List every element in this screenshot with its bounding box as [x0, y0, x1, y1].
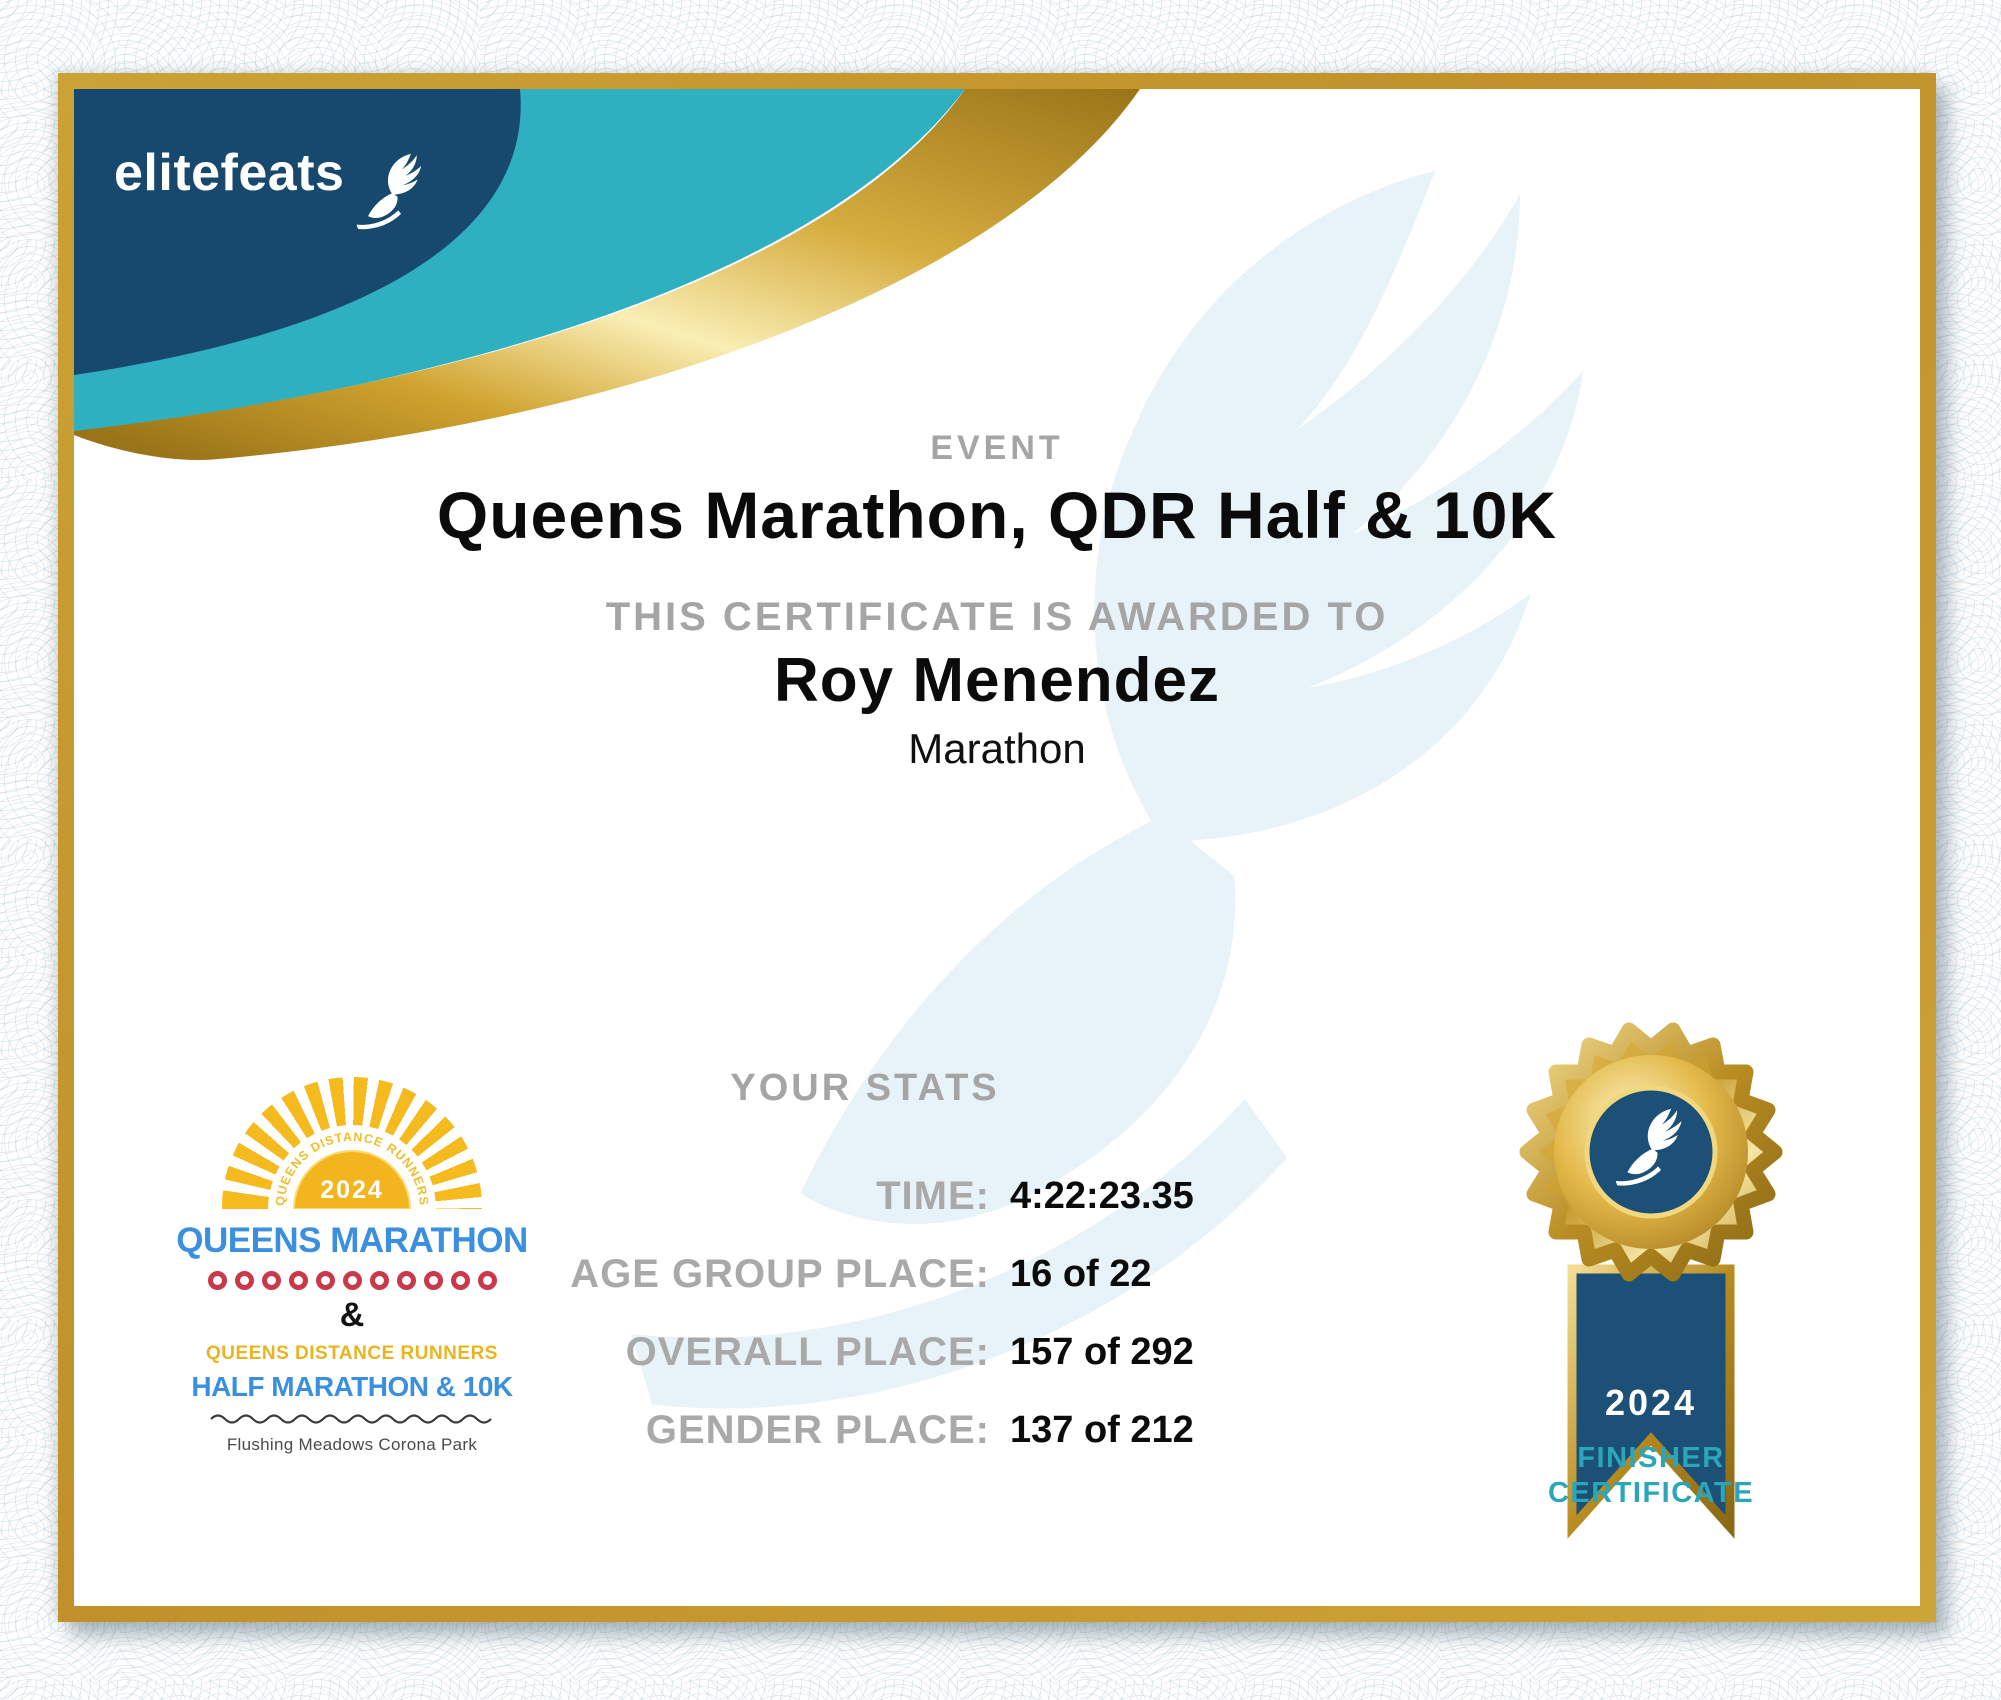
certificate-body: elitefeats EVENT Queens Marathon, QDR Ha…	[74, 89, 1920, 1606]
red-dot	[207, 1271, 227, 1290]
elitefeats-logo-text: elitefeats	[114, 144, 345, 202]
wavy-divider	[210, 1414, 492, 1424]
medal-winged-foot-icon	[1615, 1108, 1682, 1186]
stat-label: AGE GROUP PLACE:	[570, 1251, 990, 1296]
red-dot	[315, 1271, 335, 1290]
red-dot	[261, 1271, 281, 1290]
header-swoosh	[74, 89, 1140, 460]
red-dot	[288, 1271, 308, 1290]
finisher-certificate-caption: FINISHER CERTIFICATE	[1471, 1441, 1831, 1511]
sun-year-text: 2024	[320, 1176, 384, 1204]
sunburst-graphic: QUEENS DISTANCE RUNNERS 2024	[222, 1077, 482, 1209]
queens-distance-runners-text: QUEENS DISTANCE RUNNERS	[206, 1343, 498, 1364]
venue-text: Flushing Meadows Corona Park	[226, 1435, 478, 1454]
red-dot	[369, 1271, 389, 1290]
race-division: Marathon	[908, 725, 1086, 772]
stat-value: 16 of 22	[1010, 1252, 1152, 1295]
gold-ribbon-curve	[74, 89, 1140, 460]
stats-table: TIME: 4:22:23.35 AGE GROUP PLACE: 16 of …	[74, 1157, 1920, 1469]
stat-label: OVERALL PLACE:	[625, 1329, 990, 1374]
winged-foot-icon	[357, 153, 422, 230]
queens-marathon-logo: QUEENS DISTANCE RUNNERS 2024 QUEENS MARA…	[176, 1077, 528, 1455]
event-title: Queens Marathon, QDR Half & 10K	[436, 478, 1558, 552]
recipient-name: Roy Menendez	[773, 646, 1221, 715]
red-dot	[396, 1271, 416, 1290]
navy-swoosh	[74, 89, 521, 375]
red-dot	[234, 1271, 254, 1290]
sun-center: QUEENS DISTANCE RUNNERS 2024	[268, 1125, 436, 1209]
stat-label: GENDER PLACE:	[645, 1407, 990, 1452]
medal-year-text: 2024	[1605, 1382, 1697, 1423]
event-label: EVENT	[930, 429, 1064, 467]
stats-heading: YOUR STATS	[730, 1067, 1000, 1109]
red-dot	[450, 1271, 470, 1290]
stat-value: 157 of 292	[1010, 1330, 1194, 1373]
red-dot	[477, 1271, 497, 1290]
certificate-line: CERTIFICATE	[1547, 1476, 1755, 1509]
queens-marathon-title: QUEENS MARATHON	[176, 1221, 528, 1260]
winged-foot-watermark-icon	[631, 170, 1584, 1409]
award-label: THIS CERTIFICATE IS AWARDED TO	[605, 595, 1389, 639]
red-dot	[342, 1271, 362, 1290]
finisher-line: FINISHER	[1577, 1442, 1725, 1474]
gold-frame: elitefeats EVENT Queens Marathon, QDR Ha…	[58, 73, 1936, 1622]
ampersand-text: &	[339, 1296, 365, 1334]
finisher-medal: 2024	[1519, 1022, 1783, 1539]
stat-value: 4:22:23.35	[1010, 1174, 1194, 1217]
medal-ribbon	[1567, 1264, 1735, 1539]
queens-dots	[207, 1271, 497, 1290]
elitefeats-logo: elitefeats	[114, 147, 434, 251]
red-dot	[423, 1271, 443, 1290]
half-marathon-10k-text: HALF MARATHON & 10K	[191, 1371, 513, 1402]
stat-value: 137 of 212	[1010, 1408, 1194, 1451]
stat-label: TIME:	[876, 1173, 990, 1218]
